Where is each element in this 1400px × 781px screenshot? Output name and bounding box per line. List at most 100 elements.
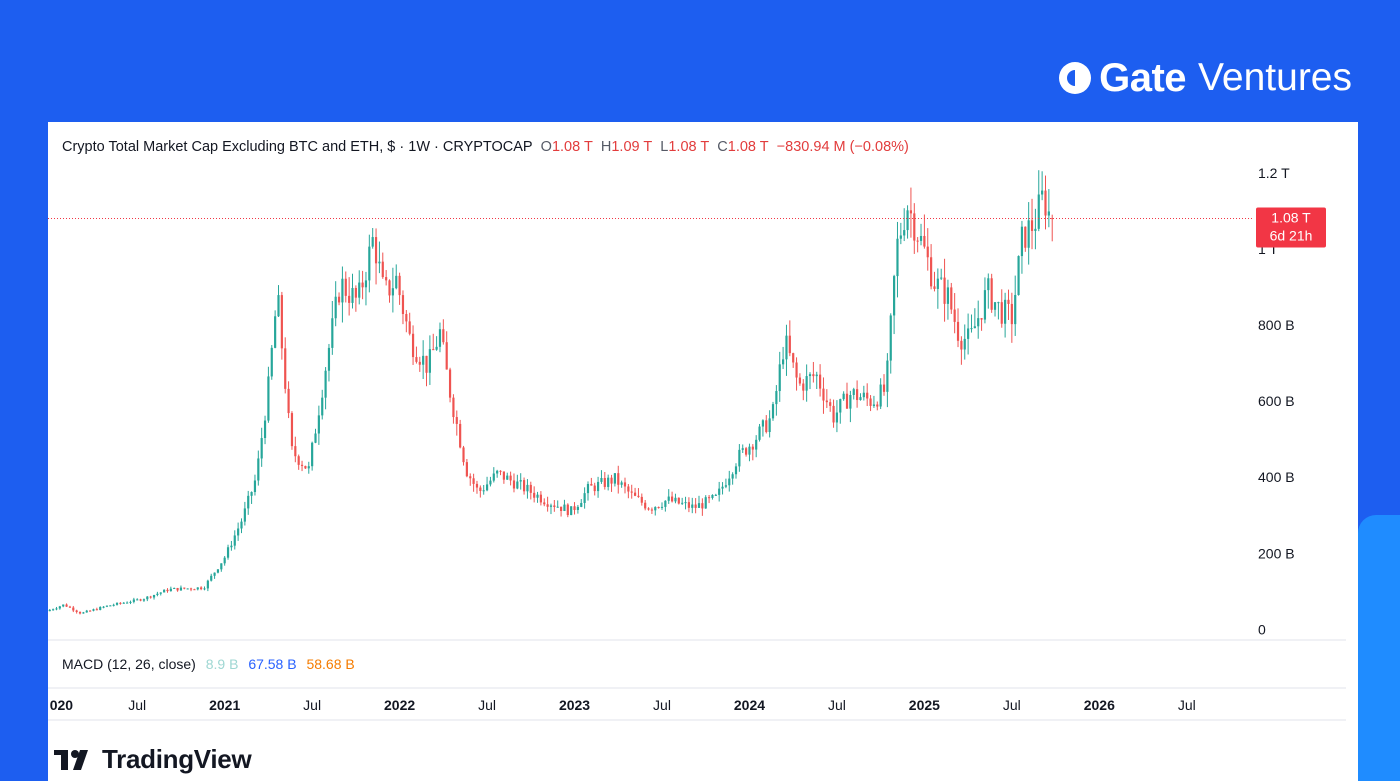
- legend-high-value: 1.09 T: [611, 139, 653, 155]
- macd-label: MACD (12, 26, close): [62, 656, 196, 672]
- candle-body: [738, 449, 741, 467]
- candle-body: [822, 388, 825, 401]
- candle-body: [472, 478, 475, 484]
- candle-body: [243, 508, 246, 522]
- candle-body: [99, 607, 102, 610]
- decorative-stripe: [1358, 515, 1400, 781]
- candle-body: [475, 483, 479, 488]
- candle-body: [546, 504, 549, 507]
- candle-body: [576, 506, 579, 510]
- candle-body: [68, 606, 72, 608]
- candle-body: [785, 335, 788, 360]
- candle-body: [805, 376, 808, 391]
- macd-signal-value: 58.68 B: [306, 656, 355, 672]
- candle-body: [348, 295, 351, 303]
- candle-body: [146, 596, 149, 600]
- candle-body: [499, 470, 502, 472]
- candle-body: [1041, 190, 1044, 195]
- candle-body: [600, 477, 603, 482]
- candle-body: [314, 433, 317, 443]
- candle-body: [990, 278, 993, 310]
- candle-body: [280, 295, 283, 349]
- candle-body: [967, 328, 970, 339]
- candle-body: [223, 557, 226, 564]
- candle-body: [1004, 299, 1007, 324]
- candle-body: [674, 497, 677, 502]
- candle-body: [1034, 228, 1037, 231]
- candle-body: [977, 318, 980, 327]
- candle-body: [287, 388, 290, 414]
- candle-body: [913, 213, 916, 241]
- candle-body: [469, 476, 472, 479]
- candle-body: [401, 295, 405, 315]
- candle-body: [277, 295, 280, 317]
- candle-body: [701, 503, 704, 509]
- candle-body: [802, 383, 805, 391]
- candle-body: [408, 321, 411, 334]
- candle-body: [210, 575, 213, 581]
- candle-body: [428, 349, 431, 373]
- candle-body: [782, 359, 785, 365]
- candle-body: [721, 486, 724, 489]
- candle-body: [358, 282, 361, 298]
- candle-body: [119, 602, 122, 604]
- candle-body: [290, 413, 294, 447]
- candle-body: [300, 464, 304, 466]
- x-tick-label: 2025: [909, 697, 940, 713]
- candle-body: [539, 494, 542, 503]
- candle-body: [351, 287, 354, 303]
- candle-body: [852, 389, 855, 395]
- candle-body: [485, 484, 489, 491]
- gate-ventures-logo: Gate Ventures: [1055, 54, 1352, 102]
- candle-body: [459, 423, 462, 448]
- candle-body: [549, 505, 553, 507]
- candle-body: [930, 257, 933, 287]
- candle-body: [354, 287, 357, 298]
- candle-body: [691, 504, 694, 508]
- candle-body: [923, 235, 926, 247]
- tradingview-logo: TradingView: [54, 744, 252, 775]
- legend-c-label: C: [717, 139, 728, 155]
- candle-body: [946, 287, 950, 304]
- x-tick-label: Jul: [478, 697, 496, 713]
- candle-body: [381, 261, 384, 278]
- candle-body: [970, 328, 973, 330]
- candle-body: [398, 275, 401, 296]
- candle-body: [613, 473, 616, 484]
- candle-body: [1007, 299, 1010, 304]
- candle-body: [442, 329, 445, 343]
- candle-body: [775, 391, 778, 405]
- legend-low-value: 1.08 T: [668, 139, 710, 155]
- candle-body: [149, 596, 152, 598]
- candle-body: [1014, 294, 1017, 325]
- candle-body: [139, 599, 142, 601]
- legend-o-label: O: [540, 139, 552, 155]
- candle-body: [993, 302, 997, 310]
- x-tick-label: 2022: [384, 697, 415, 713]
- candle-body: [55, 608, 58, 610]
- candle-body: [654, 507, 657, 511]
- candle-body: [284, 348, 287, 389]
- x-tick-label: 2021: [209, 697, 240, 713]
- candle-body: [1020, 226, 1024, 257]
- candle-body: [294, 446, 297, 457]
- candle-body: [543, 502, 546, 505]
- candle-body: [940, 277, 943, 279]
- candle-body: [765, 420, 768, 433]
- candle-body: [755, 439, 758, 450]
- candle-body: [684, 502, 687, 504]
- candle-body: [297, 456, 300, 465]
- candle-body: [845, 393, 849, 409]
- candle-body: [566, 504, 569, 516]
- candle-body: [432, 349, 435, 351]
- price-tag: 1.08 T 6d 21h: [1256, 207, 1326, 248]
- candle-body: [916, 240, 919, 242]
- candle-body: [748, 446, 751, 455]
- candle-body: [832, 405, 835, 423]
- candle-body: [233, 535, 236, 546]
- candle-body: [122, 602, 125, 604]
- candle-body: [388, 280, 391, 296]
- candle-body: [866, 392, 869, 399]
